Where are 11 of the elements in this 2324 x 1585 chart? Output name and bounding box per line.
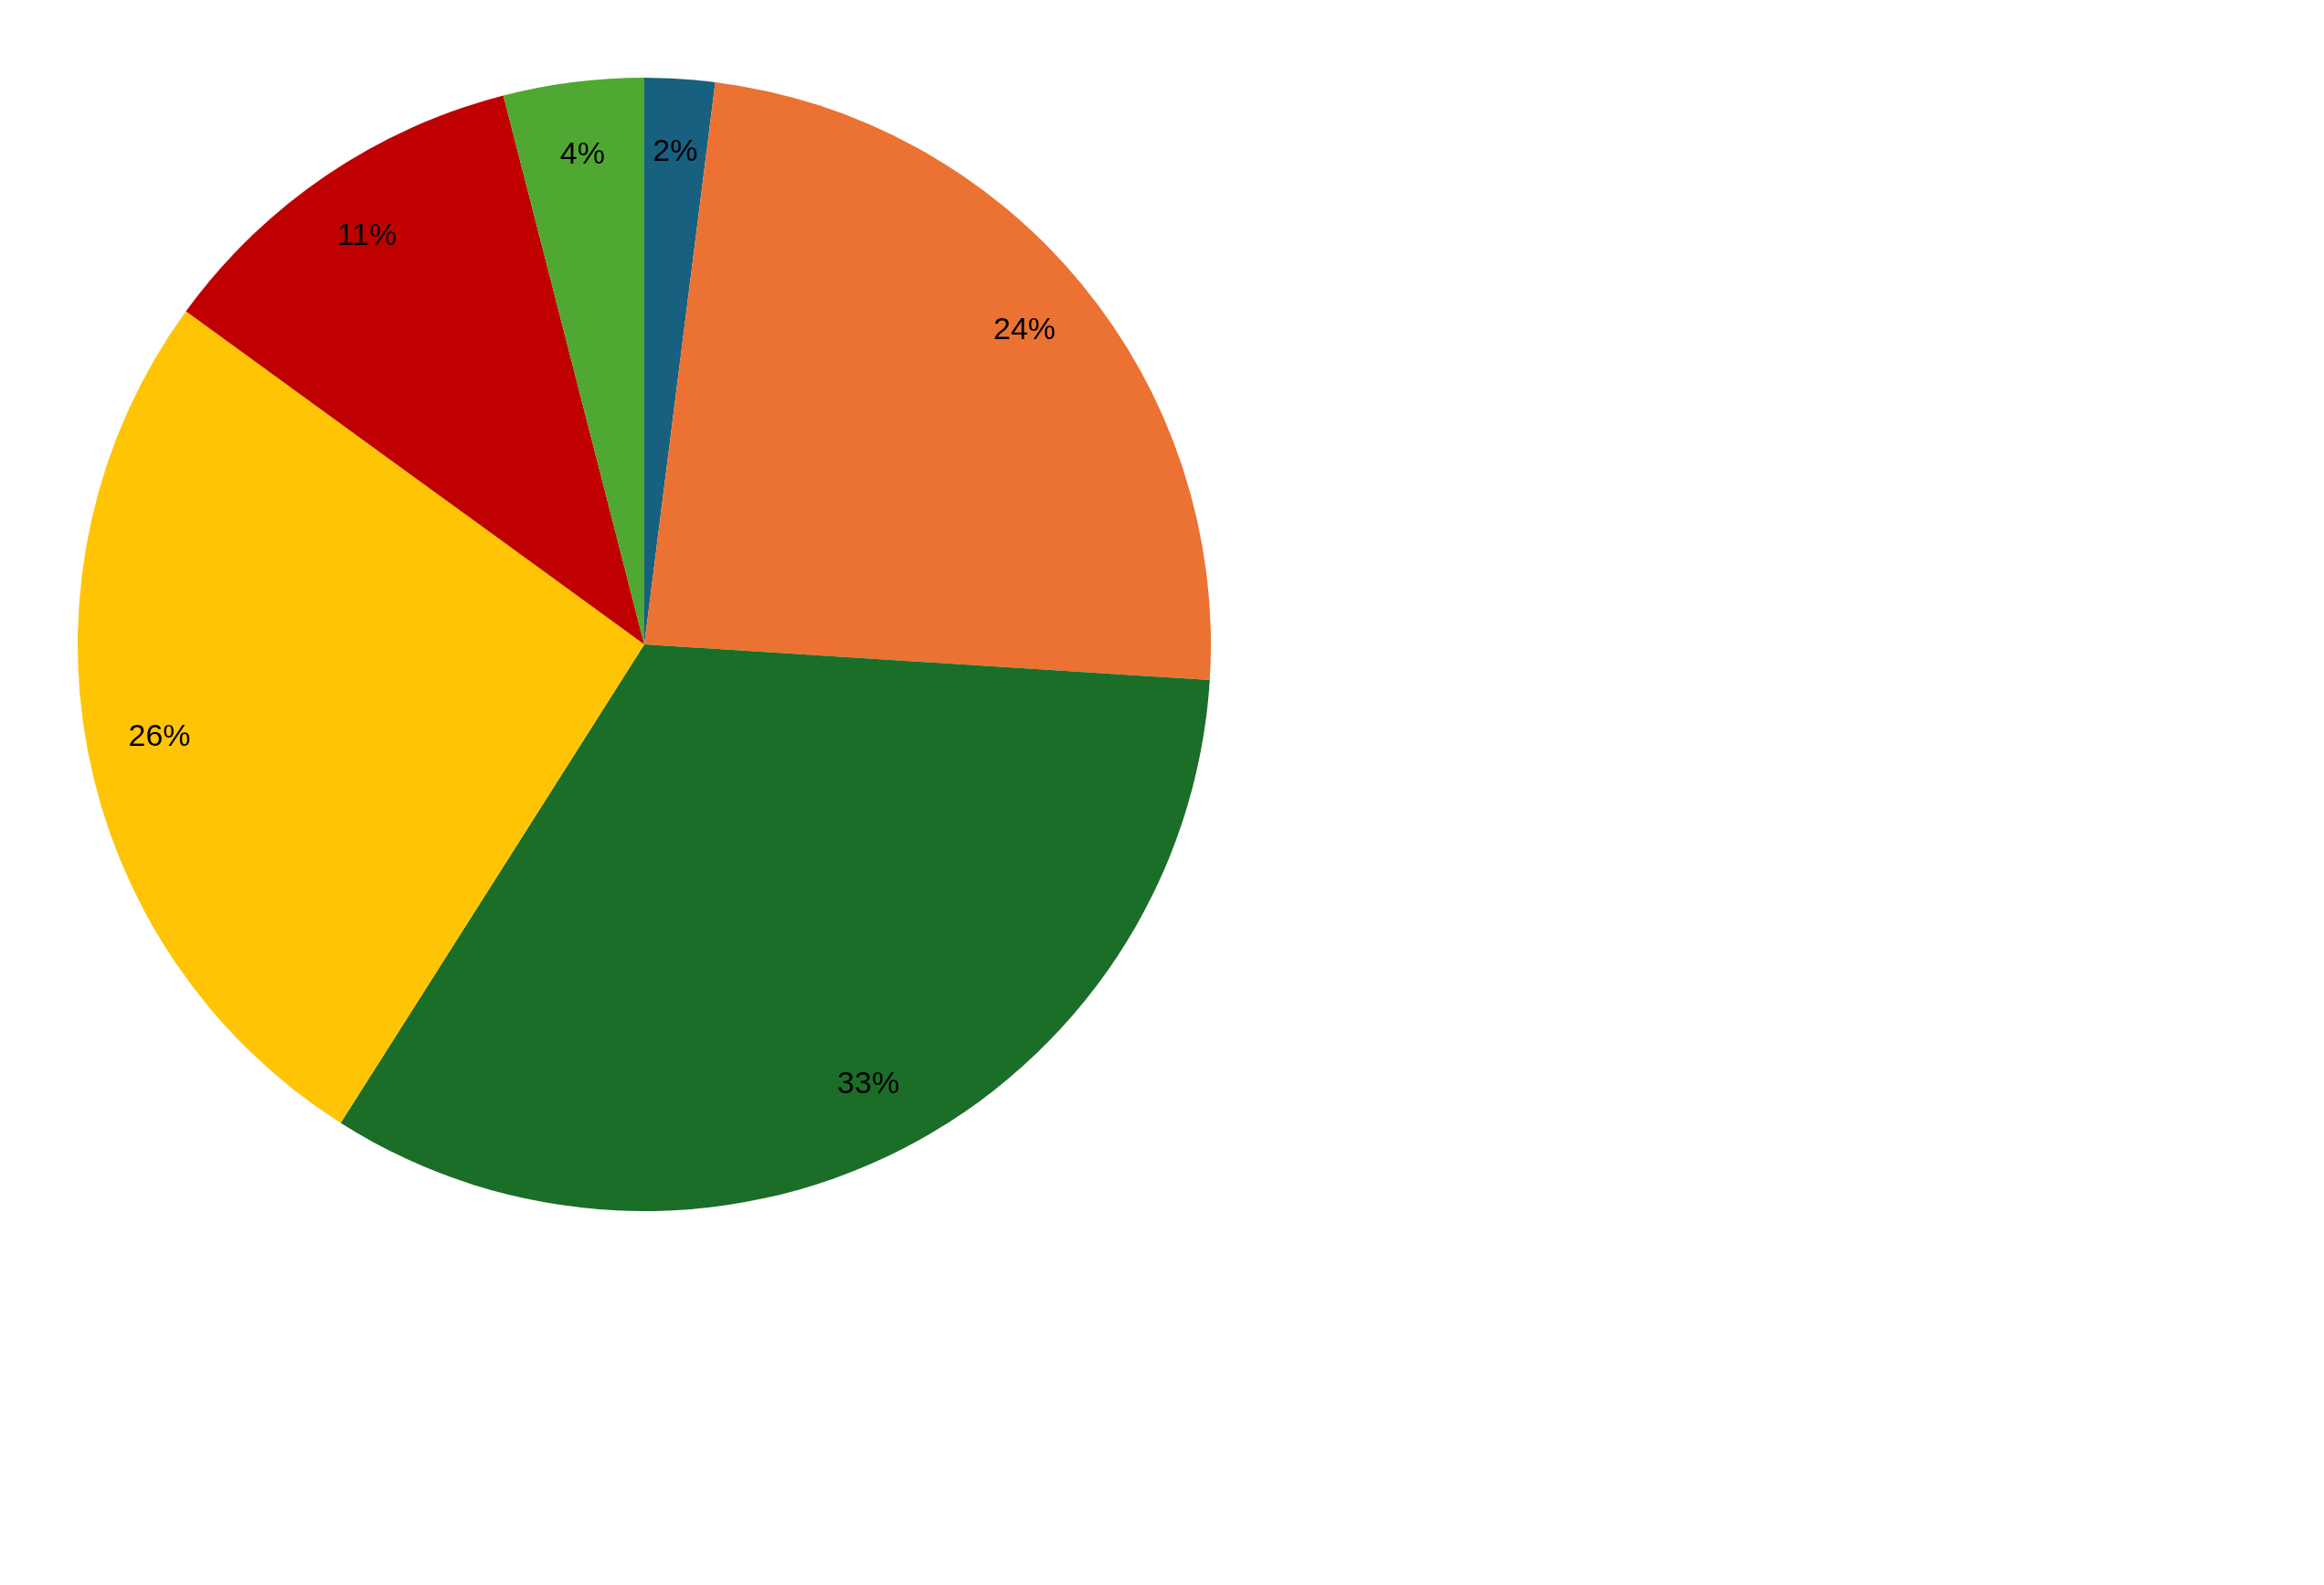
pie-slice — [340, 644, 1210, 1211]
data-label: 4% — [559, 135, 605, 171]
pie-slice — [503, 78, 644, 644]
data-label: 33% — [837, 1065, 900, 1101]
pie-slice — [186, 95, 644, 644]
pie-slice — [644, 81, 1210, 680]
data-label: 2% — [653, 133, 698, 168]
data-label: 26% — [128, 718, 191, 753]
pie-slice — [78, 311, 644, 1123]
data-label: 11% — [336, 217, 398, 252]
data-label: 24% — [993, 310, 1056, 346]
